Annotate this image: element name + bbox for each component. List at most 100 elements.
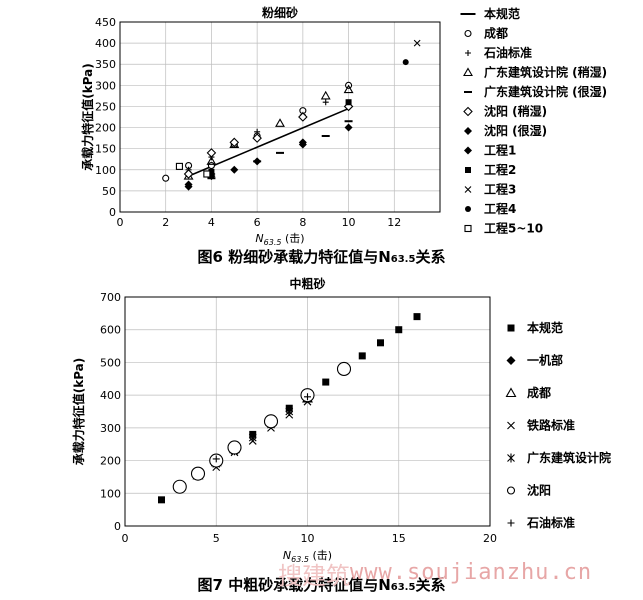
legend-label: 广东建筑设计院 (稍湿) (484, 65, 607, 80)
legend-label: 工程2 (484, 162, 516, 177)
legend-marker (507, 519, 515, 527)
x-tick-label: 8 (299, 216, 306, 229)
legend-marker (506, 356, 516, 365)
figure-6-caption-tail: 关系 (415, 248, 446, 266)
legend-label: 广东建筑设计院 (很湿) (484, 84, 607, 99)
y-tick-label: 300 (95, 79, 116, 92)
legend-marker (463, 106, 473, 117)
figure-7-caption-tail: 关系 (415, 576, 446, 594)
x-tick-label: 0 (117, 216, 124, 229)
data-point (248, 433, 257, 443)
plot-frame (119, 21, 441, 213)
x-tick-label: 10 (342, 216, 356, 229)
legend-marker (465, 206, 471, 212)
legend-marker (465, 167, 471, 173)
legend-marker (464, 127, 472, 135)
data-point (162, 174, 170, 182)
legend-marker (505, 387, 517, 398)
chart-fine-sand: 0 2 4 6 8 10 12 0 50 100 150 200 250 300 350 400 450 粉细砂 N… (80, 5, 607, 245)
data-point (208, 168, 215, 175)
legend-label: 工程3 (484, 182, 516, 197)
x-tick-label: 2 (162, 216, 169, 229)
legend-label: 石油标准 (483, 45, 532, 60)
legend-marker (507, 324, 515, 332)
legend-label: 沈阳 (稍湿) (484, 104, 547, 119)
data-point (158, 496, 165, 504)
chart-title: 粉细砂 (262, 5, 298, 20)
legend-label: 铁路标准 (527, 418, 575, 433)
x-tick-label: 5 (213, 532, 220, 545)
y-tick-label: 200 (95, 122, 116, 135)
x-tick-label: 12 (387, 216, 401, 229)
legend-label: 本规范 (484, 6, 520, 21)
plot-frame (124, 296, 491, 527)
legend-label: 工程5~10 (484, 221, 543, 236)
data-point (190, 466, 206, 481)
legend-marker (507, 453, 515, 463)
y-tick-label: 700 (100, 291, 121, 304)
data-point (322, 378, 330, 386)
data-point (206, 148, 217, 158)
y-tick-label: 300 (100, 422, 121, 435)
data-point (184, 180, 193, 189)
data-point (304, 393, 311, 401)
legend-marker (464, 186, 472, 193)
legend-marker (463, 67, 473, 77)
legend-label: 工程4 (484, 201, 516, 216)
y-tick-label: 0 (109, 206, 116, 219)
data-point (203, 170, 211, 178)
data-point (298, 138, 307, 147)
legend-marker (464, 224, 472, 233)
data-point (320, 90, 331, 100)
figure-6-caption-sub: 63.5 (390, 254, 416, 265)
y-tick-label: 450 (95, 16, 116, 29)
figure-6-caption-main: 图6 粉细砂承载力特征值与N (197, 248, 391, 266)
legend-label: 石油标准 (526, 515, 575, 530)
data-point (344, 123, 353, 132)
y-tick-label: 100 (100, 487, 121, 500)
y-axis-label: 承载力特征值(kPa) (71, 358, 86, 466)
y-tick-label: 0 (114, 520, 121, 533)
y-tick-label: 200 (100, 455, 121, 468)
legend-label: 沈阳 (527, 483, 551, 498)
data-point (336, 361, 352, 377)
data-point (377, 339, 384, 347)
y-tick-label: 150 (95, 143, 116, 156)
data-point (172, 479, 187, 494)
legend-label: 成都 (484, 26, 508, 41)
x-axis-label: N63.5 (击) (283, 549, 332, 564)
legend-label: 沈阳 (很湿) (484, 123, 547, 138)
legend-marker (464, 29, 472, 38)
data-point (345, 99, 352, 106)
y-tick-label: 250 (95, 100, 116, 113)
figure-6-caption: 图6 粉细砂承载力特征值与N63.5关系 (0, 246, 643, 267)
x-tick-label: 4 (208, 216, 215, 229)
data-point (275, 118, 285, 127)
y-tick-label: 400 (95, 37, 116, 50)
data-point (206, 156, 217, 165)
data-point (285, 407, 294, 416)
x-axis-label: N63.5 (击) (255, 232, 304, 245)
data-point (227, 440, 242, 455)
x-tick-label: 6 (254, 216, 261, 229)
x-tick-label: 15 (392, 532, 406, 545)
watermark-text: www.soujianzhu.cn (350, 560, 593, 585)
data-point (183, 169, 194, 179)
data-point (413, 313, 421, 321)
data-point (253, 157, 262, 166)
data-point (230, 165, 239, 174)
legend-label: 一机部 (527, 353, 563, 368)
data-point (395, 326, 403, 334)
figure-7-caption-sub: 63.5 (390, 582, 416, 593)
legend-marker (465, 50, 471, 56)
data-point (402, 59, 409, 66)
x-tick-label: 0 (122, 532, 129, 545)
x-tick-label: 20 (483, 532, 497, 545)
legend-marker (506, 486, 516, 495)
figure-7-caption: 图7 中粗砂承载力特征值与N63.5关系 (0, 574, 643, 595)
legend-label: 成都 (527, 385, 551, 400)
data-point (322, 99, 329, 106)
y-tick-label: 50 (102, 185, 116, 198)
